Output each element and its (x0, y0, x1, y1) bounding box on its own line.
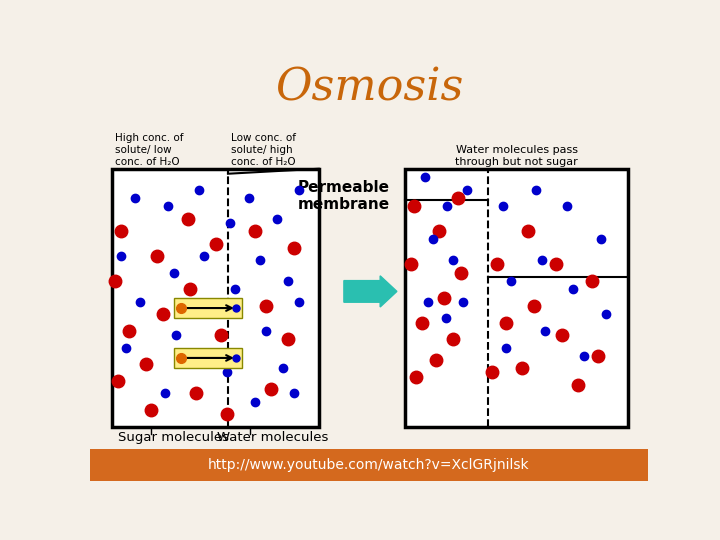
FancyArrow shape (344, 276, 397, 307)
Text: Water molecules pass
through but not sugar: Water molecules pass through but not sug… (456, 145, 578, 167)
Bar (174, 298, 243, 318)
Bar (90, 449, 648, 481)
Bar (174, 348, 243, 368)
Bar (405, 168, 629, 427)
Text: Water molecules: Water molecules (217, 431, 328, 444)
Text: Permeable
membrane: Permeable membrane (298, 180, 390, 212)
Bar (112, 168, 319, 427)
Text: Osmosis: Osmosis (275, 66, 463, 109)
Text: Low conc. of
solute/ high
conc. of H₂O: Low conc. of solute/ high conc. of H₂O (230, 133, 296, 167)
Text: http://www.youtube.com/watch?v=XclGRjnilsk: http://www.youtube.com/watch?v=XclGRjnil… (208, 458, 530, 472)
Text: High conc. of
solute/ low
conc. of H₂O: High conc. of solute/ low conc. of H₂O (115, 133, 184, 167)
Text: Sugar molecules: Sugar molecules (118, 431, 229, 444)
